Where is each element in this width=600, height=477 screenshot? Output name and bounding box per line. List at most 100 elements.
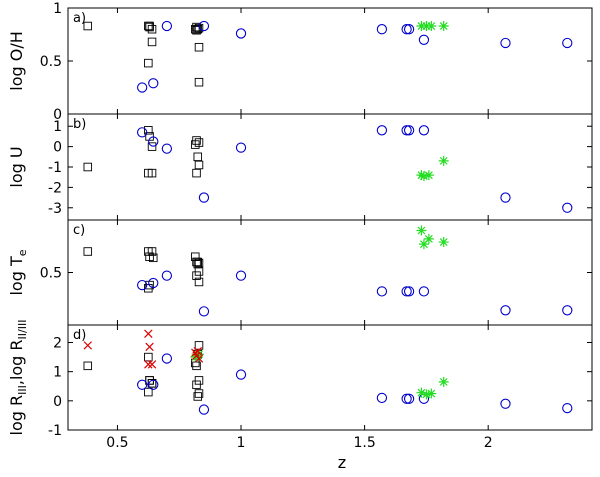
y-tick-label: 1: [53, 365, 62, 381]
data-point-cross: [144, 360, 153, 369]
data-point-circle: [161, 20, 173, 32]
data-point-circle: [562, 305, 573, 316]
data-point-circle: [562, 37, 573, 49]
y-tick-label: 2: [53, 336, 62, 352]
data-point-circle: [500, 192, 511, 203]
data-point-circle: [235, 142, 247, 153]
data-point-square: [147, 168, 157, 178]
data-point-square: [83, 247, 93, 256]
y-tick-label: 0: [53, 394, 62, 410]
data-point-square: [193, 24, 203, 34]
y-axis-title: log RIII,log RII/III: [7, 320, 29, 436]
data-point-square: [192, 168, 201, 178]
data-point-square: [144, 284, 153, 293]
data-point-cross: [83, 341, 92, 350]
data-point-square: [83, 361, 93, 371]
data-point-square: [193, 392, 203, 401]
data-point-star: [438, 21, 449, 32]
panel-label: c): [73, 223, 85, 238]
data-point-square: [193, 259, 203, 269]
data-point-circle: [198, 192, 210, 203]
data-point-cross: [193, 347, 202, 356]
y-tick-label: 1: [53, 119, 62, 135]
data-point-star: [416, 387, 427, 398]
data-point-square: [194, 23, 204, 33]
data-point-circle: [148, 78, 159, 89]
data-point-square: [83, 162, 93, 172]
data-point-square: [149, 253, 158, 263]
data-point-circle: [500, 398, 511, 409]
data-point-square: [147, 24, 157, 34]
data-point-star: [426, 388, 437, 399]
data-point-square: [147, 247, 157, 256]
data-point-circle: [418, 286, 430, 297]
data-point-square: [192, 361, 201, 371]
data-point-circle: [161, 353, 173, 364]
data-point-circle: [376, 286, 388, 297]
panel-3: 0.5 c) log Te: [7, 219, 593, 326]
y-tick-label: -2: [48, 180, 62, 196]
data-point-circle: [376, 392, 388, 404]
data-point-square: [194, 376, 204, 385]
data-point-circle: [403, 125, 415, 136]
data-point-square: [194, 258, 204, 268]
data-point-square: [194, 389, 204, 398]
data-point-star: [426, 21, 437, 32]
data-point-star: [418, 171, 429, 182]
y-tick-label: 1: [53, 1, 62, 17]
data-point-star: [421, 389, 432, 400]
data-point-star: [438, 237, 449, 248]
y-tick-label: 0: [53, 107, 62, 123]
x-tick-label: 2: [484, 435, 493, 451]
data-point-circle: [403, 24, 415, 35]
data-point-circle: [418, 34, 430, 45]
data-point-circle: [401, 24, 412, 35]
data-point-cross: [194, 354, 204, 363]
data-point-circle: [137, 127, 148, 138]
data-point-square: [193, 152, 203, 162]
data-point-star: [423, 233, 434, 244]
data-point-cross: [147, 360, 157, 369]
data-point-square: [194, 77, 204, 87]
data-point-square: [192, 136, 201, 145]
y-tick-label: 0.5: [40, 266, 62, 282]
data-point-circle: [148, 136, 159, 147]
data-point-star: [438, 376, 449, 387]
y-axis-title: log Te: [7, 249, 29, 295]
data-point-square: [144, 126, 153, 135]
data-point-circle: [198, 20, 210, 32]
data-point-square: [147, 142, 157, 151]
y-tick-label: -3: [48, 201, 62, 217]
y-tick-label: -1: [48, 423, 62, 439]
panel-frame: [67, 219, 593, 326]
data-point-circle: [161, 270, 173, 281]
data-point-circle: [500, 37, 511, 49]
x-tick-label: 0.5: [106, 435, 128, 451]
data-point-square: [192, 380, 201, 390]
data-point-circle: [401, 286, 412, 297]
y-axis-title: log O/H: [7, 31, 26, 91]
data-point-square: [144, 387, 153, 397]
data-point-square: [145, 21, 154, 31]
data-point-star: [438, 155, 449, 166]
data-point-square: [194, 42, 204, 52]
data-point-circle: [148, 379, 159, 390]
data-point-square: [144, 352, 153, 362]
data-point-circle: [137, 379, 148, 390]
data-point-square: [145, 280, 154, 290]
data-point-square: [147, 379, 157, 388]
data-point-circle: [198, 306, 210, 317]
x-axis-title: z: [338, 453, 346, 472]
data-point-circle: [198, 404, 210, 415]
data-point-star: [416, 225, 427, 236]
data-point-cross: [144, 329, 153, 338]
panel-1: 0 0.5 1 a) log O/H: [7, 1, 593, 123]
data-point-square: [192, 26, 201, 35]
data-point-square: [194, 138, 204, 147]
data-point-circle: [562, 402, 573, 414]
data-point-star: [416, 170, 427, 181]
data-point-circle: [235, 270, 247, 281]
data-point-star: [423, 170, 434, 181]
